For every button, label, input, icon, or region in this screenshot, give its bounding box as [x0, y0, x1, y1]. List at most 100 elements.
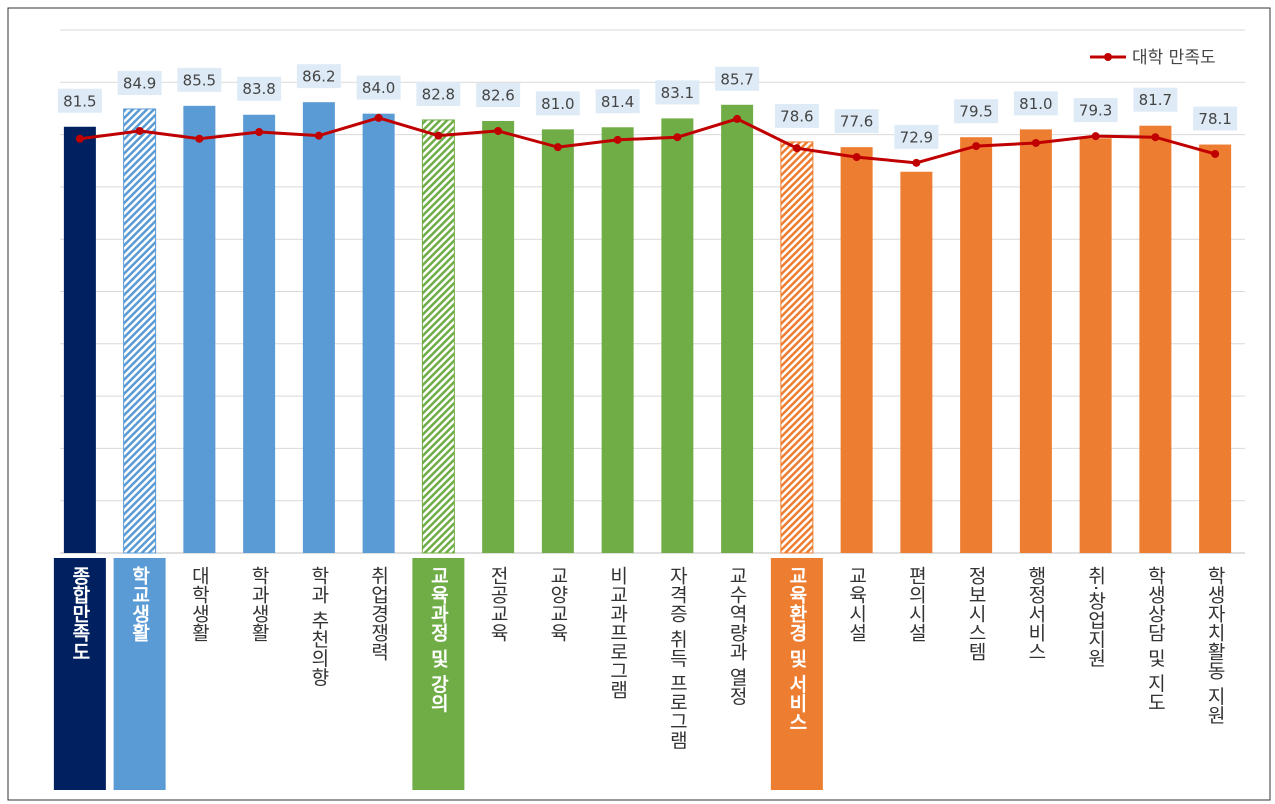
value-label: 84.0 — [362, 79, 395, 97]
bar — [721, 104, 754, 553]
line-point — [494, 126, 503, 135]
category-header-box — [412, 558, 465, 790]
x-tick-label: 전공교육 — [487, 566, 509, 642]
x-tick-label: 교육환경 및 서비스 — [786, 566, 808, 731]
value-label-bg — [1133, 87, 1178, 112]
value-label-bg — [715, 66, 760, 91]
x-tick-label: 학과 추천의향 — [308, 566, 330, 686]
x-tick-label: 대학생활 — [188, 566, 210, 642]
bar — [900, 171, 933, 553]
x-tick-label: 교육과정 및 강의 — [427, 566, 449, 713]
line — [79, 116, 1216, 165]
legend-label: 대학 만족도 — [1132, 48, 1216, 68]
value-label-bg — [834, 109, 879, 134]
value-label-bg — [296, 64, 341, 89]
value-label: 81.7 — [1139, 91, 1172, 109]
bar — [1139, 125, 1172, 554]
x-tick-label: 학과생활 — [248, 566, 270, 642]
value-label-bg — [476, 83, 521, 108]
value-label-bg — [655, 80, 700, 105]
value-label: 86.2 — [302, 68, 335, 86]
value-label-bg — [535, 91, 580, 116]
line-point — [1031, 138, 1040, 147]
line-point — [912, 158, 921, 167]
value-label: 81.0 — [541, 95, 574, 113]
bar — [63, 126, 96, 553]
value-label: 77.6 — [840, 113, 873, 131]
line-point — [733, 114, 742, 123]
x-tick-label: 학생상담 및 지도 — [1144, 566, 1166, 711]
value-label: 72.9 — [900, 128, 933, 146]
bar — [123, 108, 157, 554]
value-label-bg — [894, 124, 939, 149]
line-point — [972, 142, 981, 151]
value-label-bg — [416, 81, 461, 106]
value-label: 81.0 — [1019, 95, 1052, 113]
bar — [780, 141, 814, 554]
value-label-bg — [356, 75, 401, 100]
bar — [960, 137, 993, 553]
value-label: 81.4 — [601, 93, 634, 111]
value-label: 81.5 — [63, 92, 96, 110]
value-label: 79.3 — [1079, 102, 1112, 120]
x-tick-label: 행정서비스 — [1025, 566, 1047, 661]
line-point — [434, 131, 443, 140]
line-point — [792, 144, 801, 153]
value-label: 82.8 — [422, 85, 455, 103]
line-point — [195, 134, 204, 143]
value-label: 83.8 — [242, 80, 275, 98]
value-label: 83.1 — [661, 84, 694, 102]
bar — [661, 118, 694, 554]
line-point — [613, 135, 622, 144]
value-label-bg — [117, 70, 162, 95]
bar — [840, 147, 873, 554]
bar — [1079, 138, 1112, 554]
value-label-bg — [57, 88, 102, 113]
x-tick-label: 학교생활 — [129, 566, 151, 642]
category-header-box — [770, 558, 823, 790]
line-point — [673, 133, 682, 142]
frame — [7, 7, 1271, 801]
bar — [421, 119, 455, 554]
x-tick-label: 교육시설 — [846, 566, 868, 642]
value-label-bg — [1013, 91, 1058, 116]
x-tick-label: 교수역량과 열정 — [726, 566, 748, 705]
value-label-bg — [774, 103, 819, 128]
x-tick-label: 정보시스템 — [965, 566, 987, 661]
value-label-bg — [177, 67, 222, 92]
bar — [183, 105, 216, 554]
value-label: 78.1 — [1198, 110, 1231, 128]
value-label-bg — [1073, 98, 1118, 123]
value-label-bg — [595, 89, 640, 114]
bar — [243, 114, 276, 553]
line-point — [1211, 149, 1220, 158]
line-point — [75, 134, 84, 143]
line-point — [1151, 133, 1160, 142]
x-tick-label: 취업경쟁력 — [368, 566, 390, 661]
legend-marker — [1104, 53, 1112, 61]
bar — [1199, 144, 1232, 554]
bar — [362, 113, 395, 554]
value-label: 85.7 — [720, 70, 753, 88]
value-label: 78.6 — [780, 107, 813, 125]
x-tick-label: 비교과프로그램 — [607, 566, 629, 699]
bar — [482, 121, 515, 553]
value-label: 84.9 — [123, 74, 156, 92]
x-tick-label: 자격증 취득 프로그램 — [666, 566, 688, 749]
bar — [601, 127, 634, 553]
category-header-box — [113, 558, 166, 790]
line-point — [553, 143, 562, 152]
value-label: 85.5 — [183, 71, 216, 89]
value-label-bg — [237, 76, 282, 101]
x-tick-label: 취·창업지원 — [1085, 566, 1107, 667]
bar — [541, 129, 574, 553]
value-label-bg — [954, 99, 999, 124]
x-tick-label: 교양교육 — [547, 566, 569, 642]
value-label-bg — [1193, 106, 1238, 131]
bar — [1019, 129, 1052, 553]
value-label: 79.5 — [959, 103, 992, 121]
line-point — [314, 131, 323, 140]
x-tick-label: 학생자치활동 지원 — [1204, 566, 1226, 724]
x-tick-label: 종합만족도 — [69, 566, 91, 661]
